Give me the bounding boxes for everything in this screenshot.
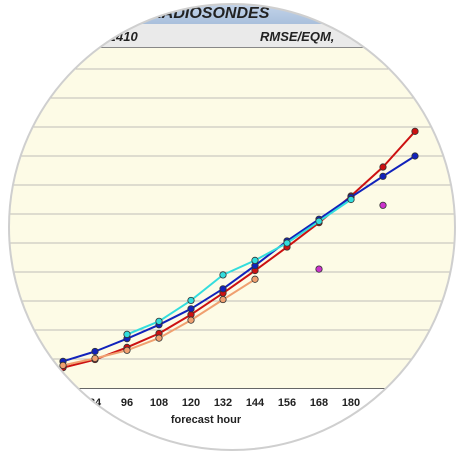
x-tick-label: 180 bbox=[342, 397, 360, 409]
x-tick-label: 132 bbox=[214, 397, 232, 409]
x-tick-label: 96 bbox=[121, 397, 133, 409]
grid bbox=[9, 68, 455, 360]
series-point-2 bbox=[379, 172, 387, 180]
series-point-4 bbox=[59, 361, 67, 369]
series-point-3 bbox=[251, 256, 259, 264]
series-line-2 bbox=[62, 155, 416, 363]
series-point-3 bbox=[347, 195, 355, 204]
series-point-5 bbox=[315, 265, 323, 273]
metric-label: RMSE/EQM, bbox=[260, 29, 334, 44]
x-tick-label: 120 bbox=[182, 397, 200, 409]
x-tick-label: 156 bbox=[278, 397, 296, 409]
series-point-3 bbox=[315, 217, 323, 225]
series-point-4 bbox=[155, 334, 163, 342]
series-point-5 bbox=[379, 201, 387, 209]
lens-rim bbox=[8, 3, 456, 451]
subtitle-band bbox=[9, 24, 455, 47]
series-point-3 bbox=[283, 239, 291, 247]
plot-area bbox=[9, 48, 455, 388]
series-point-4 bbox=[251, 275, 259, 283]
x-tick-label: 144 bbox=[246, 397, 265, 409]
series-point-2 bbox=[219, 285, 227, 293]
x-tick-label: 168 bbox=[310, 397, 328, 409]
series-point-4 bbox=[187, 316, 195, 324]
series-line-3 bbox=[126, 198, 352, 336]
series-point-3 bbox=[123, 330, 131, 338]
series-point-2 bbox=[187, 305, 195, 313]
series-point-1 bbox=[411, 127, 419, 135]
series-point-4 bbox=[91, 354, 99, 363]
series-point-3 bbox=[187, 296, 195, 305]
series-point-1 bbox=[379, 163, 387, 171]
series-point-4 bbox=[219, 295, 227, 304]
x-tick-labels: 84 96 108 120 132 144 156 168 180 bbox=[89, 397, 360, 409]
series-point-4 bbox=[123, 346, 131, 354]
series-point-3 bbox=[155, 317, 163, 325]
series-point-2 bbox=[91, 347, 99, 356]
series-point-3 bbox=[219, 271, 227, 279]
x-axis-label: forecast hour bbox=[171, 414, 242, 426]
series-line-1 bbox=[62, 130, 416, 369]
series-point-2 bbox=[411, 152, 419, 160]
x-tick-label: 108 bbox=[150, 397, 168, 409]
